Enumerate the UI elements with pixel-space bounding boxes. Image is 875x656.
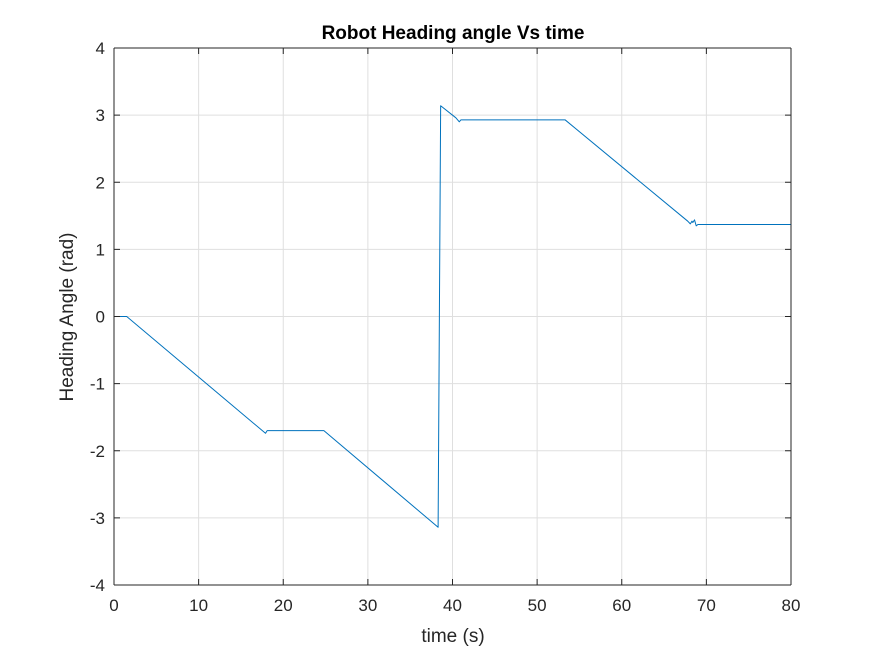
y-tick-label: -2 — [90, 442, 105, 461]
y-tick-label: 2 — [96, 173, 105, 192]
series-layer — [114, 105, 791, 528]
y-tick-label: 1 — [96, 240, 105, 259]
x-tick-label: 20 — [274, 596, 293, 615]
axes — [113, 47, 792, 586]
x-tick-label: 60 — [612, 596, 631, 615]
x-tick-label: 30 — [358, 596, 377, 615]
series-line-heading-angle — [114, 105, 791, 528]
y-tick-label: 3 — [96, 106, 105, 125]
y-axis-title: Heading Angle (rad) — [57, 233, 78, 402]
chart-title: Robot Heading angle Vs time — [322, 23, 585, 44]
x-tick-label: 80 — [782, 596, 801, 615]
x-tick-label: 0 — [109, 596, 118, 615]
x-axis-title: time (s) — [421, 626, 484, 647]
y-tick-labels: -4 -3 -2 -1 0 1 2 3 4 — [90, 39, 105, 595]
x-tick-label: 70 — [697, 596, 716, 615]
y-tick-label: -4 — [90, 576, 105, 595]
x-tick-label: 10 — [189, 596, 208, 615]
y-tick-label: 4 — [96, 39, 105, 58]
x-tick-label: 40 — [443, 596, 462, 615]
y-tick-label: 0 — [96, 308, 105, 327]
x-tick-labels: 0 10 20 30 40 50 60 70 80 — [109, 596, 800, 615]
grid-lines — [113, 47, 792, 586]
y-tick-label: -1 — [90, 375, 105, 394]
y-tick-label: -3 — [90, 509, 105, 528]
x-tick-label: 50 — [528, 596, 547, 615]
